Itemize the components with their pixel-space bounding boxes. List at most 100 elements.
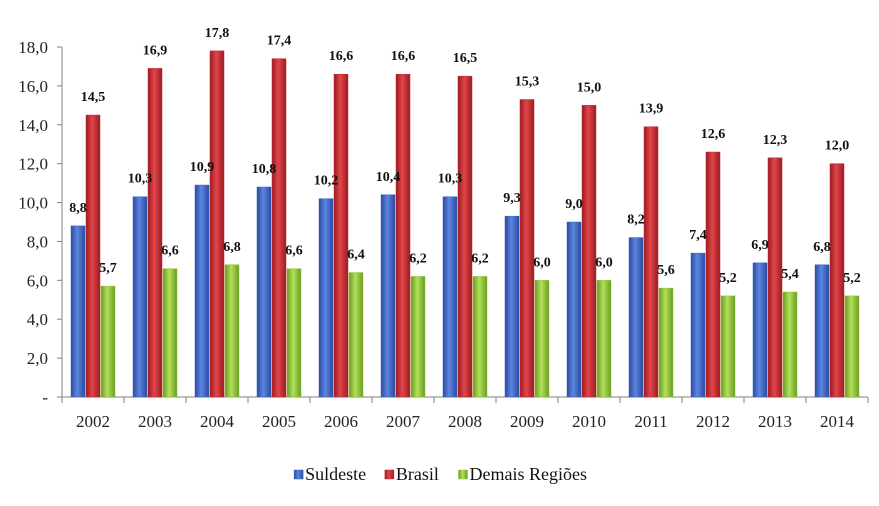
data-label: 10,4 (376, 170, 401, 185)
data-label: 12,3 (763, 133, 788, 148)
x-tick-label: 2009 (510, 412, 544, 431)
bar-2011-series-1 (643, 126, 659, 398)
x-tick-label: 2005 (262, 412, 296, 431)
x-tick-label: 2013 (758, 412, 792, 431)
data-label: 10,9 (190, 160, 215, 175)
bar-2002-series-0 (70, 225, 86, 398)
data-label: 8,8 (69, 201, 87, 216)
data-label: 12,0 (825, 139, 850, 154)
x-tick-label: 2003 (138, 412, 172, 431)
bar-2008-series-2 (472, 276, 488, 398)
bar-2013-series-0 (752, 262, 768, 398)
x-tick-label: 2011 (634, 412, 667, 431)
data-label: 16,5 (453, 51, 478, 66)
bar-2009-series-2 (534, 280, 550, 398)
y-tick-label: 18,0 (18, 38, 48, 57)
legend-label: Brasil (396, 464, 439, 484)
bar-2010-series-0 (566, 221, 582, 398)
bar-2011-series-2 (658, 287, 674, 398)
y-tick-label: - (42, 388, 48, 407)
bar-2010-series-2 (596, 280, 612, 398)
data-label: 17,4 (267, 34, 292, 49)
data-label: 10,3 (128, 172, 153, 187)
bar-2012-series-2 (720, 295, 736, 398)
bar-2010-series-1 (581, 105, 597, 398)
data-label: 9,0 (565, 197, 583, 212)
legend-swatch (293, 469, 304, 480)
y-tick-label: 16,0 (18, 77, 48, 96)
bar-2007-series-0 (380, 194, 396, 398)
data-label: 8,2 (627, 213, 645, 228)
bar-2014-series-2 (844, 295, 860, 398)
data-label: 17,8 (205, 26, 230, 41)
data-label: 5,6 (657, 263, 675, 278)
data-label: 5,2 (719, 271, 737, 286)
data-label: 16,9 (143, 43, 168, 58)
data-label: 6,6 (161, 244, 179, 259)
y-tick-label: 14,0 (18, 116, 48, 135)
data-label: 12,6 (701, 127, 726, 142)
bar-2006-series-0 (318, 198, 334, 398)
legend-swatch (458, 469, 468, 480)
bar-2005-series-0 (256, 186, 272, 398)
bar-2013-series-2 (782, 291, 798, 398)
legend-label: Demais Regiões (470, 464, 587, 484)
bar-2013-series-1 (767, 157, 783, 398)
bar-2009-series-0 (504, 215, 520, 398)
x-tick-label: 2004 (200, 412, 235, 431)
y-tick-label: 2,0 (27, 349, 48, 368)
legend-item[interactable]: Suldeste (293, 464, 366, 484)
bar-2003-series-2 (162, 268, 178, 398)
data-label: 10,2 (314, 174, 339, 189)
bar-2012-series-0 (690, 252, 706, 398)
bar-2014-series-0 (814, 264, 830, 398)
y-tick-label: 4,0 (27, 310, 48, 329)
data-label: 6,2 (471, 251, 489, 266)
bar-2008-series-1 (457, 75, 473, 398)
y-tick-label: 12,0 (18, 155, 48, 174)
data-label: 15,3 (515, 75, 540, 90)
bar-2004-series-2 (224, 264, 240, 398)
bar-2009-series-1 (519, 99, 535, 398)
data-label: 10,3 (438, 172, 463, 187)
data-label: 5,4 (781, 267, 799, 282)
data-label: 6,9 (751, 238, 769, 253)
bar-2003-series-0 (132, 196, 148, 398)
data-label: 5,2 (843, 271, 861, 286)
x-tick-label: 2006 (324, 412, 358, 431)
x-tick-label: 2014 (820, 412, 855, 431)
bar-2005-series-1 (271, 58, 287, 398)
data-label: 6,6 (285, 244, 303, 259)
bar-2007-series-1 (395, 73, 411, 398)
x-tick-label: 2007 (386, 412, 421, 431)
legend-item[interactable]: Brasil (384, 464, 439, 484)
y-tick-label: 10,0 (18, 194, 48, 213)
data-label: 16,6 (391, 49, 416, 64)
data-label: 6,4 (347, 248, 365, 263)
data-label: 7,4 (689, 228, 707, 243)
bar-2002-series-2 (100, 285, 116, 398)
data-label: 15,0 (577, 80, 602, 95)
bar-2004-series-0 (194, 184, 210, 398)
bar-2011-series-0 (628, 237, 644, 398)
bar-2012-series-1 (705, 151, 721, 398)
bar-2014-series-1 (829, 163, 845, 398)
x-tick-label: 2002 (76, 412, 110, 431)
data-label: 14,5 (81, 90, 106, 105)
y-tick-label: 8,0 (27, 232, 48, 251)
bar-2006-series-2 (348, 272, 364, 398)
data-label: 6,8 (223, 240, 241, 255)
data-label: 6,0 (595, 255, 613, 270)
data-label: 9,3 (503, 191, 521, 206)
data-label: 6,8 (813, 240, 831, 255)
x-tick-label: 2012 (696, 412, 730, 431)
data-label: 5,7 (99, 261, 117, 276)
x-tick-label: 2010 (572, 412, 606, 431)
bar-2002-series-1 (85, 114, 101, 398)
data-label: 13,9 (639, 102, 664, 117)
legend-swatch (384, 469, 395, 480)
bar-2004-series-1 (209, 50, 225, 398)
legend-item[interactable]: Demais Regiões (458, 464, 587, 484)
y-tick-label: 6,0 (27, 271, 48, 290)
